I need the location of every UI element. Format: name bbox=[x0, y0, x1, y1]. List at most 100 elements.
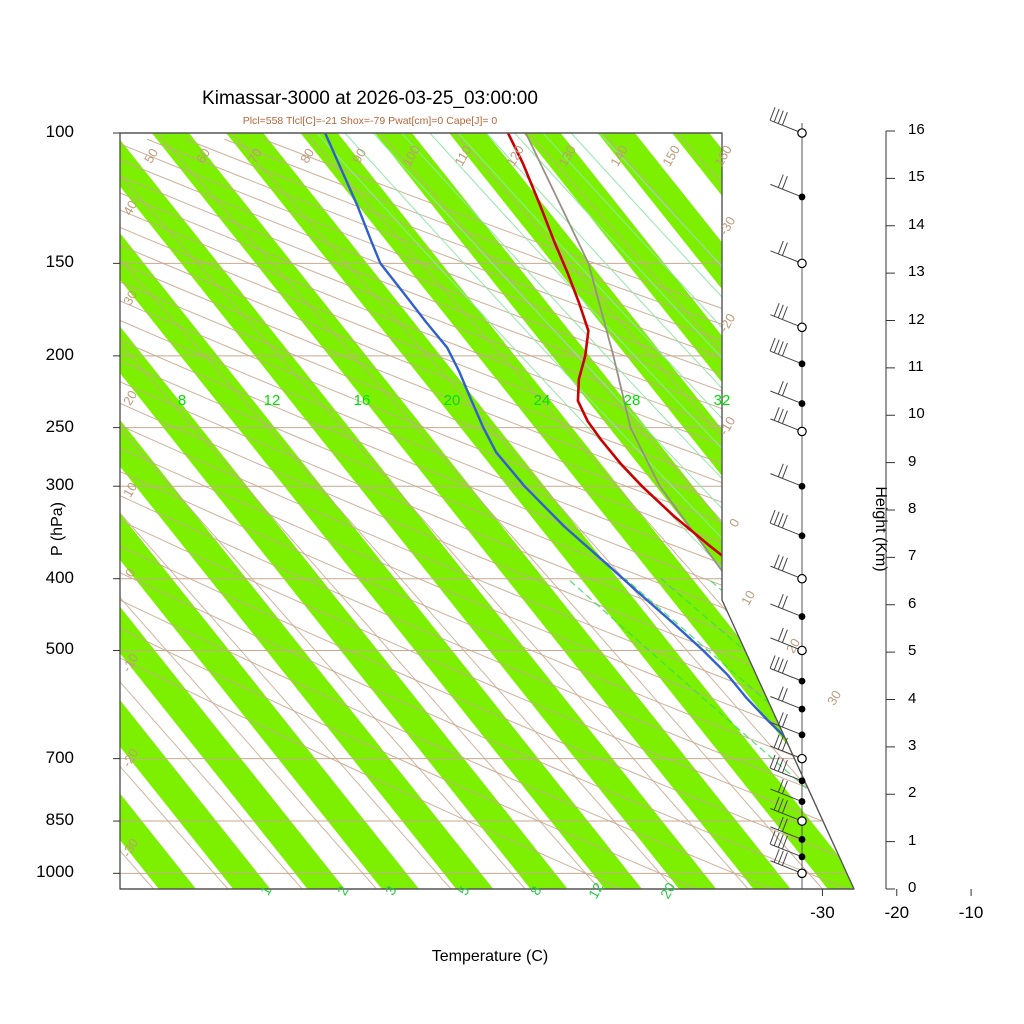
wind-level-marker-filled bbox=[798, 482, 806, 490]
height-tick-label: 16 bbox=[908, 121, 925, 138]
wind-level-marker-open bbox=[797, 426, 807, 437]
isotherm-line bbox=[120, 133, 600, 889]
wind-level-marker-open bbox=[797, 868, 807, 879]
wind-barb-feather bbox=[773, 108, 780, 123]
wind-barb-feather bbox=[773, 756, 780, 770]
humidity-band bbox=[120, 133, 451, 889]
pressure-tick-label: 850 bbox=[45, 810, 74, 830]
wind-barb-feather bbox=[781, 514, 788, 529]
wind-barb-feather bbox=[773, 734, 780, 748]
pressure-tick-label: 500 bbox=[45, 639, 74, 659]
pressure-tick-label: 150 bbox=[45, 252, 74, 272]
wind-barb-feather bbox=[777, 712, 784, 726]
wind-barb-feather bbox=[773, 511, 780, 525]
wind-barb-feather bbox=[781, 818, 788, 832]
isotherm-label-right: 0 bbox=[726, 516, 743, 530]
height-tick-label: 15 bbox=[908, 168, 925, 186]
wind-barb-feather bbox=[781, 382, 788, 396]
wind-barb-shaft bbox=[770, 721, 803, 736]
temperature-tick-label: -20 bbox=[884, 903, 910, 922]
wind-barb-feather bbox=[769, 509, 776, 524]
moist-adiabat-label: 16 bbox=[354, 392, 371, 409]
wind-barb-feather bbox=[777, 593, 784, 608]
isotherm-line bbox=[751, 133, 854, 889]
wind-barb-feather bbox=[777, 627, 784, 642]
wind-barb-feather bbox=[777, 304, 784, 319]
wind-level-marker-filled bbox=[798, 193, 806, 201]
temperature-tick-label: -10 bbox=[958, 903, 984, 922]
moist-adiabat-label: 28 bbox=[624, 392, 641, 409]
wind-barb-feather bbox=[781, 175, 788, 190]
wind-barb-feather bbox=[781, 629, 788, 643]
isotherm-label-left: 20 bbox=[120, 388, 140, 408]
wind-barb-feather bbox=[781, 800, 788, 814]
humidity-band bbox=[342, 133, 854, 889]
humidity-band bbox=[120, 133, 377, 889]
wind-barb-feather bbox=[777, 380, 784, 395]
wind-level-marker-filled bbox=[798, 836, 806, 843]
isotherm-label-left: 40 bbox=[120, 198, 140, 218]
height-tick-label: 4 bbox=[908, 689, 917, 707]
wind-barb-feather bbox=[781, 465, 788, 479]
sounding-indices-subtitle: Plcl=558 Tlcl[C]=-21 Shox=-79 Pwat[cm]=0… bbox=[242, 115, 498, 127]
wind-barb-feather bbox=[777, 816, 784, 831]
height-tick-label: 3 bbox=[908, 736, 917, 754]
wind-barb-feather bbox=[781, 713, 788, 728]
dry-adiabat-label: 80 bbox=[297, 146, 317, 166]
dry-adiabat-line bbox=[120, 138, 854, 889]
wind-barb-shaft bbox=[770, 565, 803, 580]
moist-adiabat-label: 32 bbox=[714, 392, 731, 409]
wind-level-marker-filled bbox=[798, 400, 806, 407]
humidity-band bbox=[120, 133, 674, 889]
wind-level-marker-open bbox=[797, 322, 807, 333]
wind-barb-feather bbox=[777, 463, 784, 477]
dry-adiabat-line bbox=[120, 138, 854, 889]
wind-barb-feather bbox=[769, 830, 776, 845]
wind-barb-shaft bbox=[770, 860, 803, 874]
wind-barb-feather bbox=[781, 852, 788, 866]
humidity-band bbox=[194, 133, 854, 889]
pressure-tick-label: 700 bbox=[45, 747, 74, 767]
dry-adiabat-line bbox=[120, 138, 854, 889]
humidity-band bbox=[120, 133, 303, 889]
wind-barb-feather bbox=[777, 850, 784, 865]
wind-barb-feather bbox=[777, 240, 784, 255]
isotherm-line bbox=[120, 133, 303, 889]
pressure-tick-label: 1000 bbox=[36, 862, 74, 882]
humidity-band bbox=[1012, 93, 1024, 929]
wind-barb-shaft bbox=[770, 826, 803, 840]
isotherm-line bbox=[120, 133, 675, 889]
wind-barb-shaft bbox=[770, 745, 803, 760]
dry-adiabat-label: 70 bbox=[245, 146, 265, 166]
wind-barb-shaft bbox=[770, 843, 803, 858]
wind-barb-feather bbox=[773, 554, 780, 568]
moist-adiabat-label: 8 bbox=[178, 392, 186, 409]
dry-adiabat-label: 60 bbox=[193, 146, 213, 166]
isotherm-label-left: 10 bbox=[120, 480, 140, 500]
wind-barb-feather bbox=[777, 341, 784, 355]
humidity-band bbox=[120, 133, 823, 889]
mixing-ratio-line bbox=[567, 578, 854, 889]
wind-barb-shaft bbox=[770, 314, 803, 328]
wind-barb-feather bbox=[781, 780, 788, 794]
wind-barb-shaft bbox=[770, 767, 803, 782]
plot-area bbox=[120, 93, 1024, 929]
dry-adiabat-line bbox=[120, 138, 854, 889]
moist-adiabat-label: 24 bbox=[534, 392, 551, 409]
wind-barb-shaft bbox=[770, 696, 803, 710]
wind-level-marker-open bbox=[797, 645, 807, 656]
height-tick-label: 5 bbox=[908, 642, 917, 660]
height-tick-label: 8 bbox=[908, 500, 917, 517]
height-tick-label: 13 bbox=[908, 263, 925, 281]
wind-barb-feather bbox=[777, 513, 784, 527]
wind-barb-shaft bbox=[770, 668, 803, 682]
plot-frame bbox=[119, 132, 855, 890]
wind-level-marker-filled bbox=[798, 360, 806, 368]
wind-barb-feather bbox=[777, 686, 784, 700]
isotherm-label-left: 30 bbox=[120, 288, 140, 308]
dry-adiabat-label: 50 bbox=[141, 146, 161, 166]
wind-level-marker-filled bbox=[798, 705, 806, 713]
wind-barb-shaft bbox=[770, 418, 803, 432]
mixing-ratio-line bbox=[624, 578, 854, 889]
